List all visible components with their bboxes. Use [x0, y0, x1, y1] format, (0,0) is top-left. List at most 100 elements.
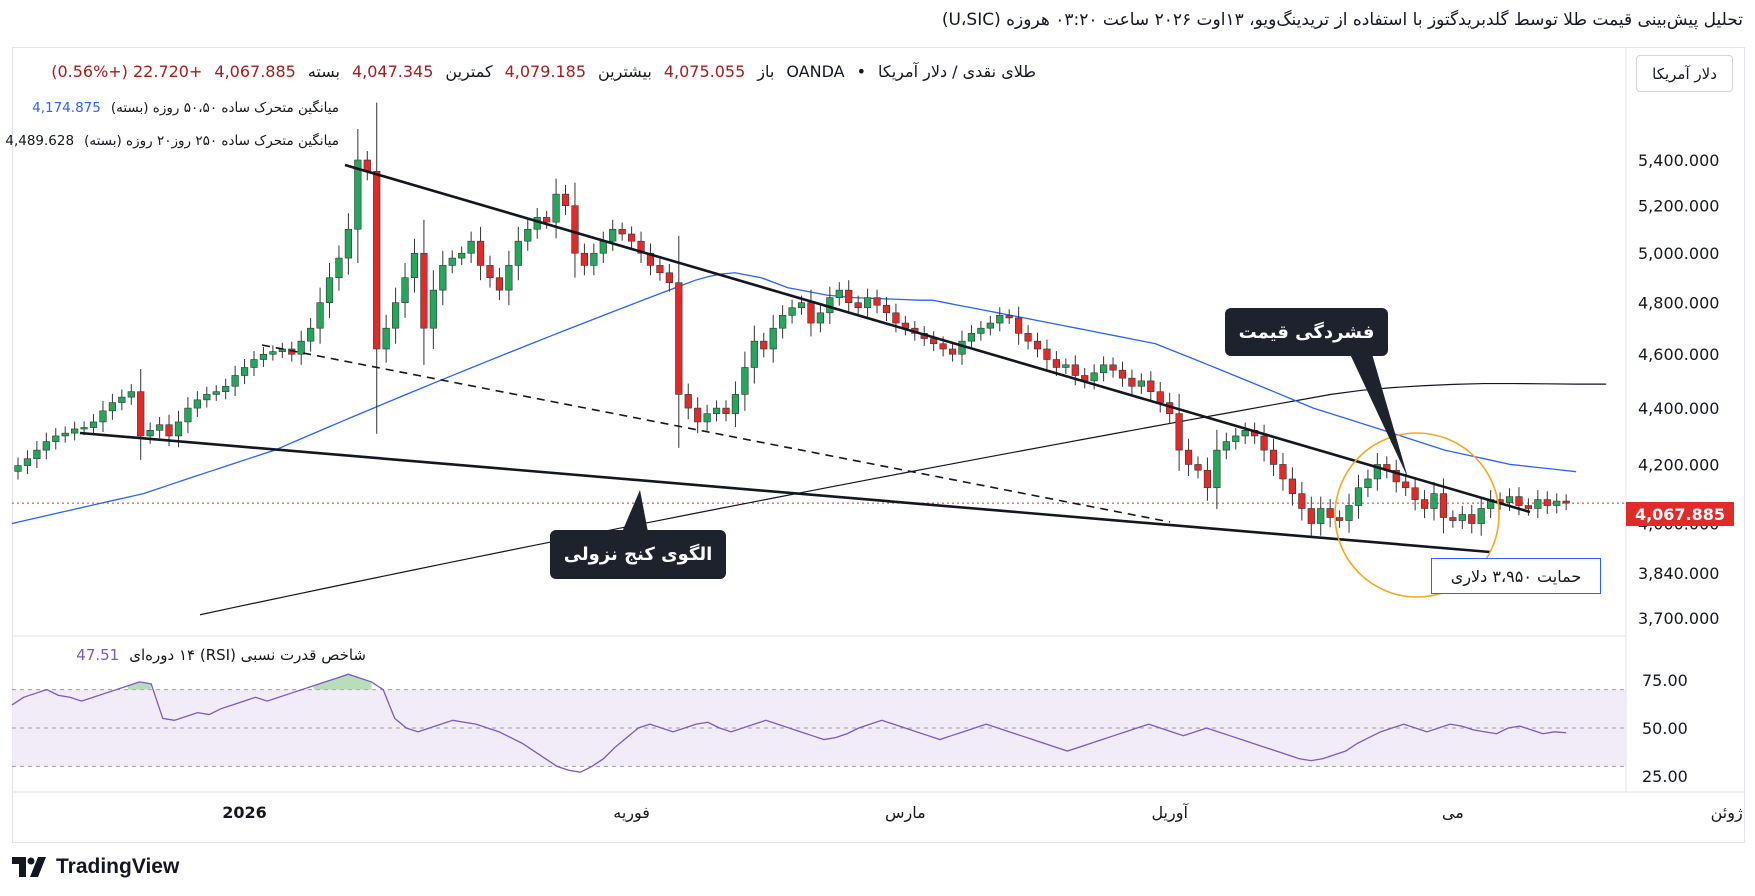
candle-down [892, 312, 900, 324]
candle-up [401, 277, 409, 303]
candle-down [637, 240, 645, 254]
candle-down [1420, 499, 1429, 509]
candle-down [1279, 464, 1287, 480]
candle-down [1269, 449, 1278, 465]
candle-down [675, 282, 683, 395]
tradingview-logo[interactable]: TradingView [12, 855, 179, 879]
sma250-legend[interactable]: میانگین متحرک ساده ۲۵۰ روز۲۰ روزه (بسته)… [5, 133, 339, 149]
candle-up [23, 458, 32, 466]
support-label: حمایت ۳،۹۵۰ دلاری [1431, 558, 1601, 594]
candle-up [967, 333, 976, 342]
candle-down [854, 302, 862, 309]
candle-down [476, 240, 485, 266]
compression-pointer [1350, 354, 1408, 478]
time-axis-label: مارس [885, 803, 926, 823]
candle-up [325, 277, 334, 303]
candle-down [1194, 464, 1202, 471]
candle-down [948, 348, 957, 355]
candle-up [354, 159, 362, 230]
candle-up [458, 252, 466, 259]
ohlc-legend: طلای نقدی / دلار آمریکا • OANDA باز 4,07… [51, 62, 1036, 81]
candle-up [203, 394, 211, 401]
candle-down [845, 289, 853, 303]
candle-up [467, 240, 475, 254]
candle-down [684, 394, 692, 409]
candle-down [807, 302, 815, 324]
price-tick-label: 4,200.000 [1638, 455, 1719, 474]
sma50-value: 4,174.875 [32, 100, 101, 116]
candle-up [61, 432, 69, 437]
candle-up [1062, 364, 1070, 368]
candle-up [788, 307, 796, 316]
candle-up [1373, 464, 1381, 480]
candle-up [448, 257, 456, 266]
sma250-value: 4,489.628 [5, 133, 75, 149]
chart-frame [12, 47, 1745, 843]
candle-down [486, 265, 494, 279]
candle-up [335, 257, 343, 279]
candle-up [89, 421, 98, 428]
price-tick-label: 3,700.000 [1638, 609, 1719, 628]
candle-up [71, 428, 79, 434]
close-value: 4,067.885 [214, 62, 296, 81]
time-axis-label: آوریل [1151, 803, 1189, 823]
time-axis-label: فوریه [613, 803, 650, 823]
candle-up [99, 410, 107, 423]
currency-button[interactable]: دلار آمریکا [1636, 55, 1733, 92]
candle-up [391, 302, 400, 329]
candle-down [1175, 413, 1183, 451]
candle-down [1402, 481, 1410, 489]
candle-down [1307, 508, 1315, 524]
candle-down [1203, 469, 1212, 489]
rsi-tick-label: 75.00 [1642, 671, 1688, 690]
candle-up [750, 340, 758, 368]
candle-up [552, 193, 560, 223]
candle-down [1118, 369, 1127, 379]
candle-down [137, 391, 145, 437]
candle-up [524, 228, 532, 242]
candle-up [1458, 514, 1466, 521]
symbol-name[interactable]: طلای نقدی / دلار آمریکا [878, 62, 1036, 81]
candle-down [543, 217, 551, 223]
callout-compression: فشردگی قیمت [1225, 308, 1388, 356]
candle-down [1524, 505, 1532, 509]
candle-down [1260, 435, 1268, 451]
candle-down [1336, 517, 1344, 521]
candle-up [505, 265, 513, 291]
candle-down [1326, 508, 1334, 518]
rsi-overbought-fill [313, 674, 372, 690]
candle-up [1553, 500, 1561, 506]
rsi-label-text: شاخص قدرت نسبی (RSI) ۱۴ دوره‌ای [129, 646, 366, 664]
logo-text: TradingView [56, 855, 180, 878]
rsi-tick-label: 50.00 [1642, 719, 1688, 738]
candle-down [561, 193, 570, 207]
rsi-legend[interactable]: شاخص قدرت نسبی (RSI) ۱۴ دوره‌ای 47.51 [76, 646, 366, 664]
candle-up [410, 252, 419, 279]
candle-down [1562, 500, 1570, 504]
candle-up [1364, 478, 1372, 489]
candle-up [1477, 508, 1485, 524]
rsi-overbought-fill [127, 681, 152, 690]
candle-up [344, 228, 353, 259]
candle-up [1090, 372, 1098, 382]
close-label: بسته [307, 62, 340, 81]
candle-down [1033, 340, 1042, 350]
candle-up [42, 441, 50, 451]
candle-up [259, 353, 268, 360]
candle-up [816, 312, 824, 324]
candle-down [165, 424, 173, 437]
candle-up [1345, 505, 1353, 521]
price-tick-label: 5,400.000 [1638, 151, 1719, 170]
candle-up [1534, 499, 1542, 509]
candle-up [222, 385, 230, 392]
candle-up [80, 427, 88, 430]
high-label: بیشترین [598, 62, 652, 81]
page-title: تحلیل پیش‌بینی قیمت طلا توسط گلدبریدگتوز… [941, 10, 1743, 30]
candle-up [108, 402, 116, 412]
candle-up [240, 367, 249, 376]
sma50-legend[interactable]: میانگین متحرک ساده ۵۰،۵۰ روزه (بسته) 4,1… [32, 100, 339, 116]
candle-down [873, 297, 881, 306]
candle-up [52, 435, 60, 442]
candle-up [14, 465, 22, 472]
